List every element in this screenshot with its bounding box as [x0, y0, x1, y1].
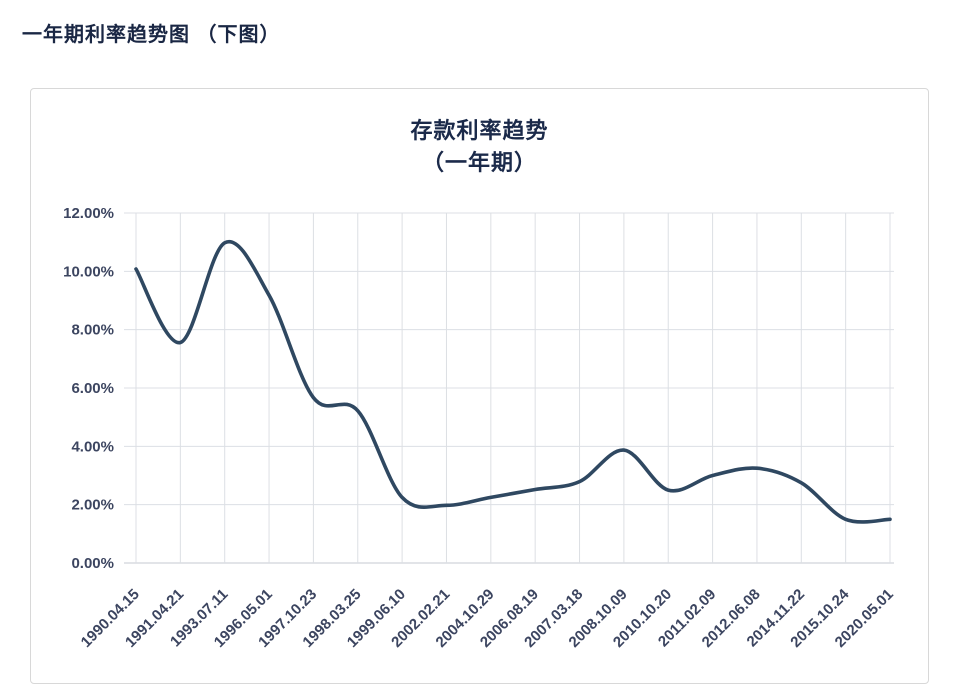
chart-card: 存款利率趋势 （一年期） 0.00% 2.00% 4.00% 6.00% 8.00% 10…	[30, 88, 929, 684]
y-axis-label: 8.00%	[71, 321, 114, 338]
page-title: 一年期利率趋势图 （下图）	[22, 24, 281, 46]
line-chart: 0.00%2.00%4.00%6.00%8.00%10.00%12.00%199…	[63, 205, 897, 651]
chart-title-sub: （一年期）	[421, 149, 537, 175]
y-axis-label: 10.00%	[63, 263, 114, 280]
y-axis-label: 2.00%	[71, 496, 114, 513]
y-axis-label: 12.00%	[63, 205, 114, 222]
chart-title-main: 存款利率趋势	[410, 118, 549, 143]
y-axis-label: 6.00%	[71, 380, 114, 397]
chart-title: 存款利率趋势 （一年期）	[31, 115, 928, 179]
trend-line	[133, 239, 892, 524]
y-axis-label: 4.00%	[71, 438, 114, 455]
y-axis-label: 0.00%	[71, 555, 114, 572]
